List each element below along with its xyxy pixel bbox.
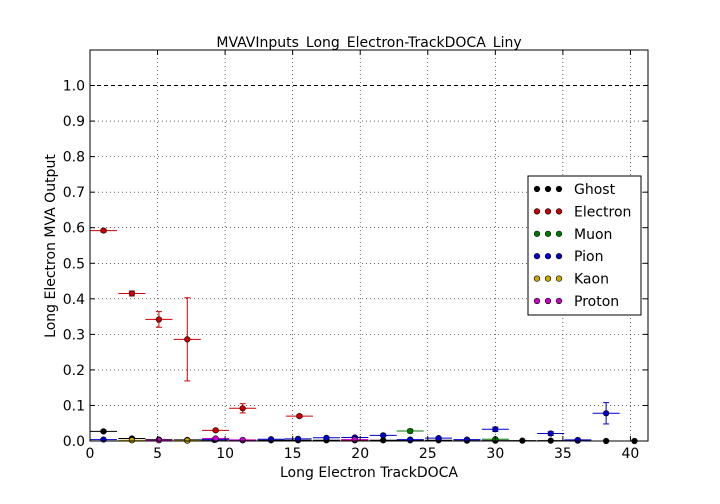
data-point (128, 290, 135, 297)
legend-label: Proton (574, 294, 619, 310)
data-point (435, 435, 442, 442)
legend-entry-muon: Muon (533, 227, 612, 243)
legend-marker (555, 230, 563, 237)
y-tick-label: 0.3 (63, 327, 85, 343)
x-tick-label: 40 (622, 446, 640, 462)
legend-marker (555, 253, 563, 260)
legend-entry-pion: Pion (533, 249, 603, 265)
data-point (547, 430, 554, 437)
data-point (296, 413, 303, 420)
x-tick-label: 10 (216, 446, 234, 462)
legend-marker (533, 297, 541, 305)
y-tick-label: 0.1 (63, 398, 85, 414)
ticks-layer: 0 5 10 15 20 25 30 35 40 0.0 0.1 0.2 0.3 0.4 0.5 0.6 0.7… (63, 50, 648, 462)
data-point (294, 435, 302, 442)
legend-marker (544, 253, 552, 260)
y-tick-label: 0.8 (63, 150, 85, 166)
y-tick-label: 1.0 (63, 79, 85, 95)
x-axis-label: Long Electron TrackDOCA (280, 465, 458, 481)
data-point (100, 428, 107, 435)
legend-marker (555, 208, 563, 215)
data-point (155, 316, 163, 323)
legend-marker (533, 185, 541, 193)
legend-label: Muon (574, 227, 612, 243)
legend-entry-proton: Proton (533, 294, 619, 310)
legend-marker (533, 253, 541, 260)
x-tick-label: 20 (351, 446, 369, 462)
data-point (212, 427, 219, 434)
x-tick-label: 25 (419, 446, 437, 462)
legend-marker (544, 297, 552, 305)
legend-marker (544, 208, 552, 215)
data-point (380, 432, 387, 439)
legend-marker (533, 208, 541, 215)
series-ghost (90, 428, 648, 445)
legend-marker (533, 230, 541, 237)
legend-marker (555, 185, 563, 193)
y-tick-label: 0.2 (63, 363, 85, 379)
data-point (239, 436, 246, 444)
y-axis-label: Long Electron MVA Output (43, 154, 59, 338)
data-point (323, 434, 330, 441)
legend-label: Electron (574, 204, 631, 220)
legend-entry-ghost: Ghost (533, 182, 616, 198)
data-point (155, 437, 163, 444)
data-point (407, 436, 414, 443)
data-point (184, 336, 191, 343)
y-tick-label: 0.7 (63, 185, 85, 201)
legend-entry-electron: Electron (533, 204, 631, 220)
legend-label: Kaon (574, 272, 609, 288)
data-point (239, 405, 246, 412)
legend-marker (544, 185, 552, 193)
legend: Ghost Electron Muon Pion Kaon Proton (527, 175, 642, 316)
data-point (212, 435, 219, 442)
y-tick-label: 0.5 (63, 256, 85, 272)
data-point (492, 426, 499, 433)
plot-frame (89, 49, 649, 442)
data-point (100, 436, 107, 443)
series-electron (90, 227, 369, 444)
data-point (463, 436, 471, 443)
series-proton (145, 435, 369, 444)
y-tick-label: 0.4 (63, 292, 85, 308)
x-tick-label: 35 (554, 446, 572, 462)
data-point (574, 436, 581, 444)
x-tick-label: 0 (86, 446, 95, 462)
x-tick-label: 30 (486, 446, 504, 462)
legend-marker (555, 297, 563, 305)
legend-marker (555, 275, 563, 282)
data-point (100, 227, 107, 234)
legend-entry-kaon: Kaon (533, 272, 609, 288)
y-tick-label: 0.0 (63, 434, 85, 450)
legend-frame (527, 175, 642, 316)
data-point (351, 436, 358, 443)
x-tick-label: 5 (153, 446, 162, 462)
legend-marker (544, 275, 552, 282)
legend-marker (533, 275, 541, 282)
y-tick-label: 0.6 (63, 221, 85, 237)
y-tick-label: 0.9 (63, 114, 85, 130)
data-point (407, 427, 414, 435)
x-tick-label: 15 (284, 446, 302, 462)
legend-marker (544, 230, 552, 237)
legend-label: Ghost (574, 182, 616, 198)
data-point (128, 437, 135, 444)
legend-label: Pion (574, 249, 603, 265)
chart-title: MVAVInputs_Long_Electron-TrackDOCA_Liny (216, 35, 521, 51)
data-point (603, 410, 610, 417)
